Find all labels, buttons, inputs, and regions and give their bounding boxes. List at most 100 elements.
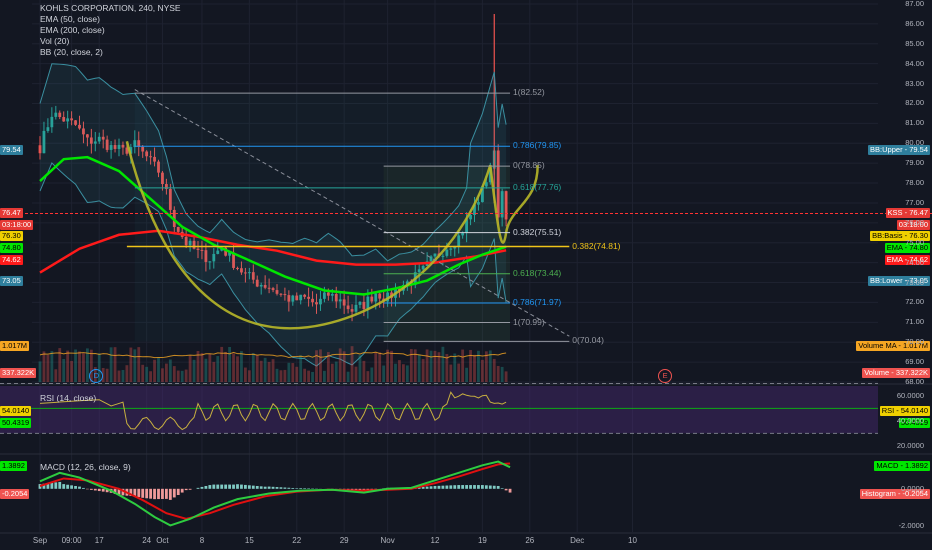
volume-bar [105, 368, 109, 382]
candle-body [212, 253, 216, 262]
histogram-bar [350, 488, 354, 490]
legend-bollinger[interactable]: BB (20, close, 2) [40, 47, 103, 57]
histogram-bar [93, 488, 97, 491]
volume-bar [433, 350, 437, 382]
candle-body [232, 252, 235, 268]
histogram-bar [465, 485, 468, 489]
histogram-bar [121, 488, 125, 496]
candle-body [101, 136, 105, 140]
histogram-bar [165, 488, 168, 499]
histogram-bar [481, 485, 484, 489]
legend-ema50[interactable]: EMA (50, close) [40, 14, 100, 24]
candle-body [346, 305, 350, 310]
x-tick-label: 15 [244, 536, 254, 545]
histogram-bar [461, 485, 465, 489]
tag-left-volume-ma: 1.017M [0, 341, 30, 351]
tag-left-rsi-second: 50.4319 [0, 418, 32, 428]
volume-bar [338, 348, 342, 382]
candle-body [473, 204, 476, 216]
histogram-bar [473, 485, 476, 489]
histogram-bar [74, 485, 77, 489]
volume-bar [240, 351, 243, 382]
fib-label: 0.382(75.51) [513, 226, 562, 237]
trend-line [134, 89, 570, 337]
histogram-bar [157, 488, 160, 500]
candle-body [161, 172, 164, 185]
histogram-bar [457, 485, 461, 489]
histogram-bar [354, 488, 358, 491]
legend-volume[interactable]: Vol (20) [40, 36, 70, 46]
volume-bar [398, 360, 401, 382]
volume-bar [477, 350, 480, 382]
x-tick-label: Oct [156, 536, 169, 545]
candle-body [86, 134, 89, 138]
candle-body [82, 128, 85, 135]
tag-right-countdown: 03:18:00 [896, 220, 930, 230]
macd-pane-label: MACD (12, 26, close, 9) [40, 462, 131, 472]
fib-label: 0.382(74.81) [572, 240, 621, 251]
volume-bar [275, 368, 279, 382]
fib-label: 0.618(73.44) [513, 267, 562, 278]
histogram-bar [358, 488, 362, 491]
candle-body [319, 298, 322, 305]
candle-body [263, 284, 267, 288]
histogram-bar [287, 487, 291, 489]
volume-bar [244, 367, 247, 382]
histogram-bar [176, 488, 180, 496]
histogram-bar [137, 488, 141, 498]
histogram-bar [212, 484, 216, 489]
volume-bar [66, 350, 70, 382]
volume-bar [62, 358, 66, 382]
candle-body [378, 293, 382, 299]
candle-body [251, 272, 255, 280]
price-tick-label: 84.00 [905, 58, 924, 68]
volume-bar [204, 358, 208, 382]
histogram-bar [42, 483, 46, 489]
candle-body [433, 253, 437, 257]
volume-bar [326, 352, 330, 382]
candle-body [279, 293, 283, 295]
volume-bar [334, 361, 338, 382]
histogram-bar [508, 488, 512, 493]
earnings-marker[interactable]: E [658, 369, 673, 383]
histogram-bar [38, 484, 42, 489]
volume-bar [366, 371, 370, 382]
candle-body [303, 294, 307, 297]
candle-body [240, 268, 243, 273]
rsi-tick-label: 40.0000 [896, 415, 924, 425]
volume-bar [117, 370, 121, 382]
volume-bar [188, 355, 192, 382]
candle-body [370, 296, 374, 302]
volume-bar [283, 369, 287, 382]
candle-body [259, 284, 263, 287]
dividend-marker[interactable]: D [89, 369, 104, 383]
volume-bar [153, 359, 156, 382]
histogram-bar [445, 485, 449, 489]
candle-body [421, 265, 425, 270]
candle-body [121, 144, 125, 148]
legend-ema200[interactable]: EMA (200, close) [40, 25, 105, 35]
volume-bar [168, 359, 172, 382]
candle-body [307, 296, 310, 299]
volume-bar [299, 355, 303, 382]
volume-bar [212, 361, 216, 382]
candle-body [78, 124, 81, 129]
volume-bar [58, 348, 62, 382]
volume-bar [82, 353, 85, 382]
tag-left-bb-lower: 73.05 [0, 276, 23, 286]
candle-body [465, 219, 468, 233]
volume-bar [429, 350, 433, 382]
histogram-bar [441, 485, 445, 489]
candle-body [38, 145, 42, 154]
volume-bar [323, 370, 326, 382]
histogram-bar [129, 488, 133, 497]
volume-bar [295, 366, 299, 382]
candle-body [338, 299, 342, 302]
candle-body [137, 140, 141, 147]
candle-body [74, 120, 77, 125]
volume-bar [409, 349, 413, 382]
histogram-bar [220, 484, 224, 489]
histogram-bar [484, 485, 488, 489]
candle-body [255, 279, 259, 287]
